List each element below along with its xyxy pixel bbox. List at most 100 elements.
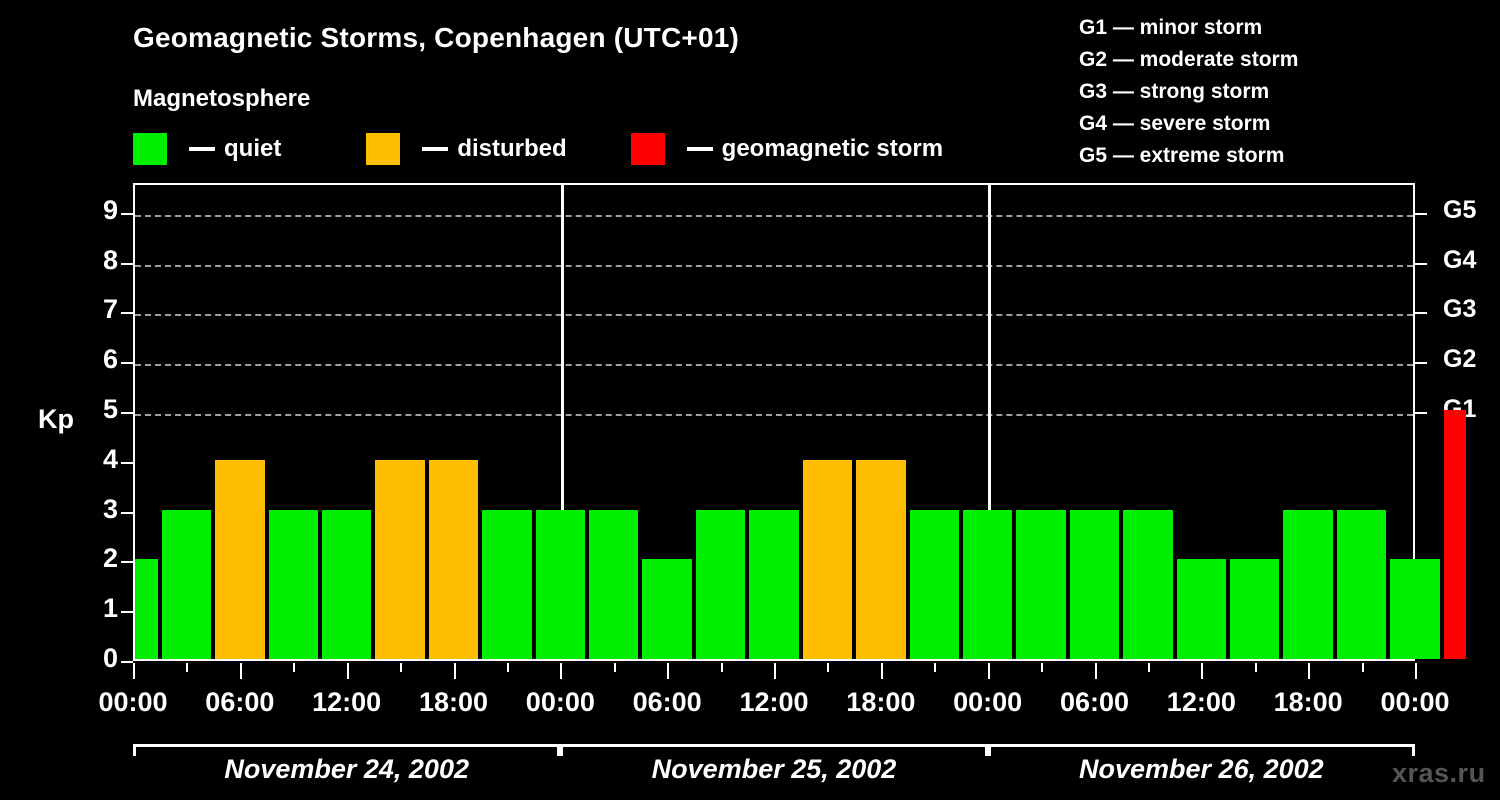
date-label-0: November 24, 2002 bbox=[224, 754, 469, 784]
g-legend-row-g2: G2 — moderate storm bbox=[1079, 48, 1299, 71]
bar-kp bbox=[1016, 509, 1066, 659]
g-tick-g3 bbox=[1415, 312, 1427, 315]
bar-kp bbox=[642, 559, 692, 659]
quiet-swatch bbox=[133, 133, 167, 165]
chart-subtitle: Magnetosphere bbox=[133, 85, 311, 112]
gridline-kp-9 bbox=[135, 214, 1413, 217]
g-tick-g1 bbox=[1415, 412, 1427, 415]
y-tick-label-9: 9 bbox=[102, 194, 118, 225]
g-legend-row-g5: G5 — extreme storm bbox=[1079, 144, 1285, 167]
y-tick-label-2: 2 bbox=[102, 543, 118, 574]
bar-kp bbox=[1283, 509, 1333, 659]
x-tick-label: 18:00 bbox=[418, 687, 489, 717]
x-tick bbox=[346, 663, 349, 679]
g-legend-row-g1: G1 — minor storm bbox=[1079, 16, 1263, 39]
y-tick-4 bbox=[121, 461, 133, 464]
bar-kp bbox=[1443, 410, 1467, 659]
watermark: xras.ru bbox=[1392, 758, 1486, 788]
bar-kp bbox=[856, 459, 906, 659]
bar-kp bbox=[215, 459, 265, 659]
x-tick bbox=[239, 663, 242, 679]
y-tick-label-3: 3 bbox=[102, 493, 118, 524]
x-tick bbox=[1415, 663, 1417, 679]
bar-kp bbox=[135, 559, 158, 659]
y-axis-title: Kp bbox=[38, 404, 74, 434]
y-tick-label-8: 8 bbox=[102, 244, 118, 275]
g-axis-label-g4: G4 bbox=[1443, 245, 1477, 274]
x-tick bbox=[133, 663, 135, 679]
x-tick bbox=[774, 663, 776, 679]
g-legend-row-g3: G3 — strong storm bbox=[1079, 80, 1270, 103]
x-tick bbox=[1308, 663, 1311, 679]
bar-kp bbox=[1336, 509, 1387, 659]
g-tick-g2 bbox=[1415, 362, 1427, 365]
gridline-kp-5 bbox=[135, 414, 1413, 417]
bar-kp bbox=[909, 509, 959, 659]
g-axis-label-g5: G5 bbox=[1443, 195, 1477, 224]
bar-kp bbox=[321, 509, 372, 659]
y-tick-6 bbox=[121, 362, 133, 365]
x-tick-label: 06:00 bbox=[205, 687, 275, 717]
y-tick-2 bbox=[121, 561, 133, 564]
y-tick-0 bbox=[121, 661, 133, 663]
x-tick bbox=[987, 663, 990, 679]
date-bracket-0 bbox=[133, 744, 561, 756]
x-tick-label: 18:00 bbox=[1273, 687, 1343, 717]
gridline-kp-8 bbox=[135, 264, 1413, 267]
bar-kp bbox=[1176, 559, 1227, 659]
x-tick-label: 12:00 bbox=[1166, 687, 1236, 717]
date-bracket-bar bbox=[133, 744, 1415, 756]
y-tick-7 bbox=[121, 312, 133, 315]
bar-kp bbox=[589, 509, 639, 659]
y-tick-9 bbox=[121, 212, 133, 215]
x-tick bbox=[1041, 663, 1044, 672]
x-tick-label: 18:00 bbox=[846, 687, 916, 717]
x-tick bbox=[1094, 663, 1097, 679]
bar-kp bbox=[1069, 509, 1120, 659]
bar-kp bbox=[1230, 559, 1280, 659]
plot-inner bbox=[135, 185, 1467, 659]
x-tick-label: 06:00 bbox=[632, 687, 702, 717]
date-bracket-1 bbox=[560, 744, 988, 756]
y-tick-label-6: 6 bbox=[102, 344, 118, 375]
y-tick-label-0: 0 bbox=[102, 643, 118, 673]
legend-entry-geomagnetic-storm: geomagnetic storm bbox=[630, 133, 944, 165]
x-tick bbox=[1147, 663, 1150, 672]
x-tick-label: 00:00 bbox=[98, 687, 168, 717]
legend-dash-icon bbox=[189, 147, 215, 151]
x-tick bbox=[613, 663, 616, 672]
bar-kp bbox=[161, 509, 212, 659]
bar-kp bbox=[1390, 559, 1440, 659]
x-tick-label: 00:00 bbox=[1380, 687, 1450, 717]
date-label-1: November 25, 2002 bbox=[651, 754, 897, 784]
bar-kp bbox=[962, 509, 1013, 659]
legend-dash-icon bbox=[422, 147, 449, 151]
day-separator-1 bbox=[560, 185, 564, 659]
disturbed-swatch bbox=[366, 133, 401, 165]
date-bracket-2 bbox=[987, 744, 1415, 756]
legend-dash-icon bbox=[686, 147, 713, 151]
legend-label: geomagnetic storm bbox=[721, 135, 944, 162]
y-tick-label-4: 4 bbox=[102, 443, 118, 474]
x-tick bbox=[1361, 663, 1364, 672]
g-legend-row-g4: G4 — severe storm bbox=[1079, 112, 1271, 135]
bar-kp bbox=[428, 459, 479, 659]
y-tick-label-1: 1 bbox=[102, 593, 118, 624]
g-scale-legend: G1 — minor storm G2 — moderate storm G3 — … bbox=[1079, 12, 1298, 172]
y-tick-1 bbox=[121, 611, 133, 614]
x-tick bbox=[827, 663, 830, 672]
y-tick-5 bbox=[121, 412, 133, 415]
storm-swatch bbox=[630, 133, 665, 165]
legend-entry-quiet: quiet bbox=[133, 133, 281, 165]
bar-kp bbox=[1123, 509, 1173, 659]
g-tick-g4 bbox=[1415, 262, 1427, 265]
gridline-kp-6 bbox=[135, 364, 1413, 367]
x-tick-label: 12:00 bbox=[739, 687, 809, 717]
y-tick-8 bbox=[121, 262, 133, 265]
bar-kp bbox=[802, 459, 853, 659]
g-tick-g5 bbox=[1415, 212, 1427, 215]
x-tick bbox=[506, 663, 509, 672]
y-tick-label-5: 5 bbox=[102, 394, 118, 425]
legend-label: disturbed bbox=[457, 135, 567, 162]
g-axis-label-g3: G3 bbox=[1443, 295, 1477, 324]
